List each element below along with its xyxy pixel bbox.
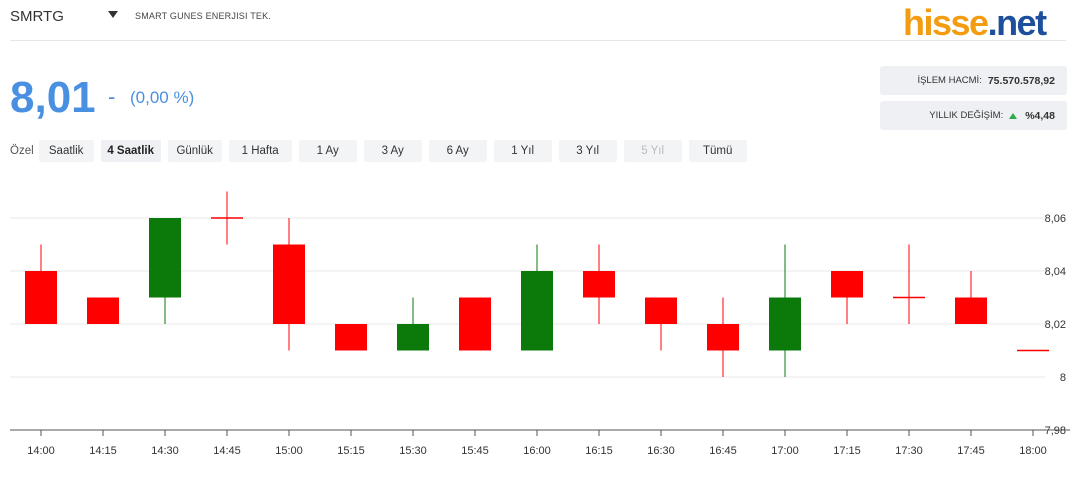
- period-selector: Özel Saatlik 4 Saatlik Günlük 1 Hafta 1 …: [10, 140, 754, 162]
- x-tick-label: 14:15: [89, 445, 117, 457]
- period-tab-3-ay[interactable]: 3 Ay: [363, 140, 422, 162]
- last-price: 8,01: [10, 73, 96, 122]
- candle-body: [335, 324, 367, 351]
- y-tick-label: 8,06: [1045, 213, 1066, 225]
- y-tick-label: 8,02: [1045, 319, 1066, 331]
- candle-body: [769, 297, 801, 351]
- period-tab-saatlik[interactable]: Saatlik: [38, 140, 94, 162]
- candle-body: [583, 271, 615, 298]
- y-tick-label: 7,98: [1045, 425, 1066, 437]
- yearly-change-label: YILLIK DEĞİŞİM:: [929, 110, 1004, 121]
- candle-body: [831, 271, 863, 298]
- price-change-percent: (0,00 %): [130, 88, 195, 107]
- volume-label: İŞLEM HACMİ:: [917, 75, 982, 86]
- logo-part-net: .net: [987, 2, 1048, 43]
- x-tick-label: 17:30: [895, 445, 923, 457]
- x-tick-label: 14:00: [27, 445, 55, 457]
- x-tick-label: 17:45: [957, 445, 985, 457]
- price-change: -: [108, 84, 116, 109]
- company-name: SMART GUNES ENERJISI TEK.: [135, 11, 272, 21]
- x-tick-label: 17:00: [771, 445, 799, 457]
- x-tick-label: 16:30: [647, 445, 675, 457]
- y-tick-label: 8,04: [1045, 266, 1066, 278]
- x-tick-label: 15:45: [461, 445, 489, 457]
- volume-box: İŞLEM HACMİ: 75.570.578,92: [880, 66, 1067, 95]
- x-tick-label: 15:15: [337, 445, 365, 457]
- period-tab-4-saatlik[interactable]: 4 Saatlik: [100, 140, 161, 162]
- period-tab-tumu[interactable]: Tümü: [688, 140, 747, 162]
- candle-body: [707, 324, 739, 351]
- x-tick-label: 16:00: [523, 445, 551, 457]
- up-arrow-icon: [1009, 112, 1018, 119]
- ticker-symbol: SMRTG: [10, 8, 64, 25]
- x-tick-label: 16:45: [709, 445, 737, 457]
- y-tick-label: 8: [1060, 372, 1066, 384]
- period-tab-1-hafta[interactable]: 1 Hafta: [228, 140, 292, 162]
- candle-body: [459, 297, 491, 351]
- candlestick-chart: 8,06 8,04 8,02 8 7,98 14:00 14:15 14:30 14:45 15:…: [10, 191, 1070, 457]
- candle-body: [87, 297, 119, 324]
- x-tick-label: 14:45: [213, 445, 241, 457]
- candle-body: [25, 271, 57, 324]
- period-tab-5-yil: 5 Yıl: [623, 140, 682, 162]
- volume-value: 75.570.578,92: [987, 74, 1055, 87]
- x-tick-label: 18:00: [1019, 445, 1047, 457]
- period-tab-1-ay[interactable]: 1 Ay: [298, 140, 357, 162]
- x-tick-label: 16:15: [585, 445, 613, 457]
- x-tick-label: 15:30: [399, 445, 427, 457]
- period-custom-label[interactable]: Özel: [10, 145, 34, 157]
- period-tab-3-yil[interactable]: 3 Yıl: [558, 140, 617, 162]
- site-logo[interactable]: hisse.net: [903, 2, 1048, 44]
- x-tick-label: 14:30: [151, 445, 179, 457]
- x-tick-label: 17:15: [833, 445, 861, 457]
- x-tick-label: 15:00: [275, 445, 303, 457]
- candle-body: [645, 297, 677, 324]
- period-tab-6-ay[interactable]: 6 Ay: [428, 140, 487, 162]
- candle-body: [273, 244, 305, 324]
- yearly-change-box: YILLIK DEĞİŞİM: %4,48: [880, 101, 1067, 130]
- period-tab-gunluk[interactable]: Günlük: [167, 140, 222, 162]
- caret-down-icon[interactable]: [108, 11, 118, 18]
- candle-body: [397, 324, 429, 351]
- candle-body: [955, 297, 987, 324]
- candle-body: [521, 271, 553, 351]
- candle-body: [149, 218, 181, 298]
- logo-part-hisse: hisse: [903, 2, 989, 43]
- yearly-change-value: %4,48: [1025, 109, 1055, 122]
- period-tab-1-yil[interactable]: 1 Yıl: [493, 140, 552, 162]
- header-divider: [10, 40, 1066, 41]
